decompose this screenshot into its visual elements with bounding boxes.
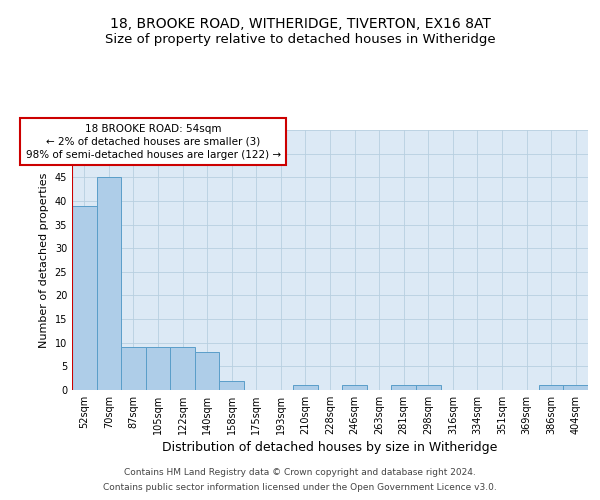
Text: Contains HM Land Registry data © Crown copyright and database right 2024.: Contains HM Land Registry data © Crown c…	[124, 468, 476, 477]
Bar	[342, 386, 367, 390]
Bar	[391, 386, 416, 390]
Text: 18, BROOKE ROAD, WITHERIDGE, TIVERTON, EX16 8AT: 18, BROOKE ROAD, WITHERIDGE, TIVERTON, E…	[110, 18, 490, 32]
Text: Size of property relative to detached houses in Witheridge: Size of property relative to detached ho…	[104, 32, 496, 46]
Bar	[220, 380, 244, 390]
Text: 18 BROOKE ROAD: 54sqm
← 2% of detached houses are smaller (3)
98% of semi-detach: 18 BROOKE ROAD: 54sqm ← 2% of detached h…	[26, 124, 281, 160]
Bar	[121, 348, 146, 390]
Bar	[539, 386, 563, 390]
X-axis label: Distribution of detached houses by size in Witheridge: Distribution of detached houses by size …	[163, 441, 497, 454]
Bar	[293, 386, 318, 390]
Bar	[97, 178, 121, 390]
Bar	[563, 386, 588, 390]
Bar	[195, 352, 220, 390]
Y-axis label: Number of detached properties: Number of detached properties	[39, 172, 49, 348]
Bar	[170, 348, 195, 390]
Bar	[72, 206, 97, 390]
Text: Contains public sector information licensed under the Open Government Licence v3: Contains public sector information licen…	[103, 483, 497, 492]
Bar	[146, 348, 170, 390]
Bar	[416, 386, 440, 390]
